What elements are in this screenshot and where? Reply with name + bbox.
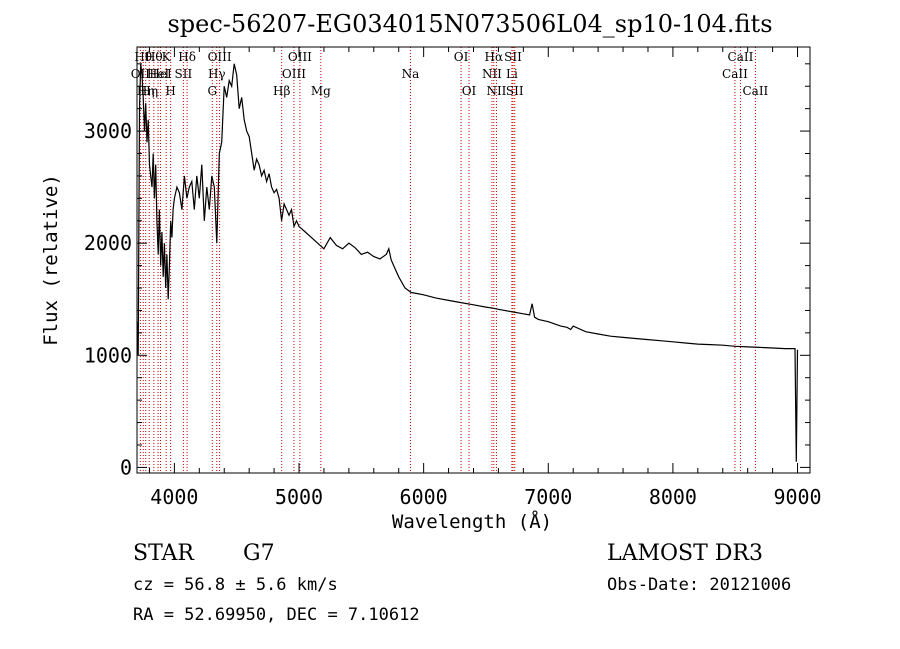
emission-line-label: SII [506,84,524,98]
emission-line-label: Hγ [208,67,226,81]
emission-line-label: H [165,84,175,98]
emission-line-labels: OIIHθHηHηHθHeIHeIKHSIIHδGHγOIIIHβOIIIOII… [131,50,769,98]
x-tick-label: 9000 [773,485,821,509]
emission-line-label: CaII [728,50,754,64]
emission-line-label: Hη [137,84,155,98]
subclass: G7 [243,541,275,566]
emission-line-label: Li [506,67,518,81]
plot-frame [136,46,811,474]
emission-line-label: HeI [149,67,172,81]
emission-line-label: Hβ [273,84,290,98]
x-tick-label: 6000 [400,485,448,509]
y-axis-label: Flux (relative) [40,174,62,346]
emission-line-label: HeI [147,67,170,81]
x-axis-label: Wavelength (Å) [392,510,552,533]
emission-line-label: Hα [485,50,504,64]
y-axis-ticks: 0 1000 2000 3000 [84,63,810,479]
emission-line-label: Hη [140,84,158,98]
y-tick-label: 2000 [84,231,132,255]
survey-name: LAMOST DR3 [607,541,763,566]
chart-title: spec-56207-EG034015N073506L04_sp10-104.f… [167,10,772,38]
emission-line-label: CaII [742,84,768,98]
emission-line-label: SII [504,50,522,64]
emission-line-label: OIII [208,50,232,64]
emission-line-label: Hθ [145,50,163,64]
emission-line-label: OI [454,50,469,64]
emission-line-label: NII [486,84,506,98]
emission-line-label: G [207,84,217,98]
x-axis-ticks: 4000 5000 6000 7000 8000 9000 [148,47,822,509]
redshift-cz: cz = 56.8 ± 5.6 km/s [133,575,338,595]
x-tick-label: 4000 [150,485,198,509]
spectrum-series [136,63,799,462]
emission-line-label: Hθ [134,50,152,64]
y-tick-label: 3000 [84,119,132,143]
y-tick-label: 0 [120,455,132,479]
emission-line-label: NII [482,67,502,81]
object-class: STAR [133,541,195,566]
emission-line-label: SII [175,67,193,81]
y-tick-label: 1000 [84,343,132,367]
coordinates: RA = 52.69950, DEC = 7.10612 [133,605,420,625]
emission-line-label: Na [402,67,420,81]
obs-date: Obs-Date: 20121006 [607,575,791,595]
emission-line-label: OIII [282,67,306,81]
emission-lines [139,47,756,473]
emission-line-label: OIII [288,50,312,64]
x-tick-label: 8000 [649,485,697,509]
emission-line-label: K [162,50,172,64]
emission-line-label: Hδ [178,50,196,64]
emission-line-label: OI [462,84,477,98]
emission-line-label: CaII [722,67,748,81]
emission-line-label: Mg [311,84,331,98]
x-tick-label: 5000 [275,485,323,509]
x-tick-label: 7000 [524,485,572,509]
